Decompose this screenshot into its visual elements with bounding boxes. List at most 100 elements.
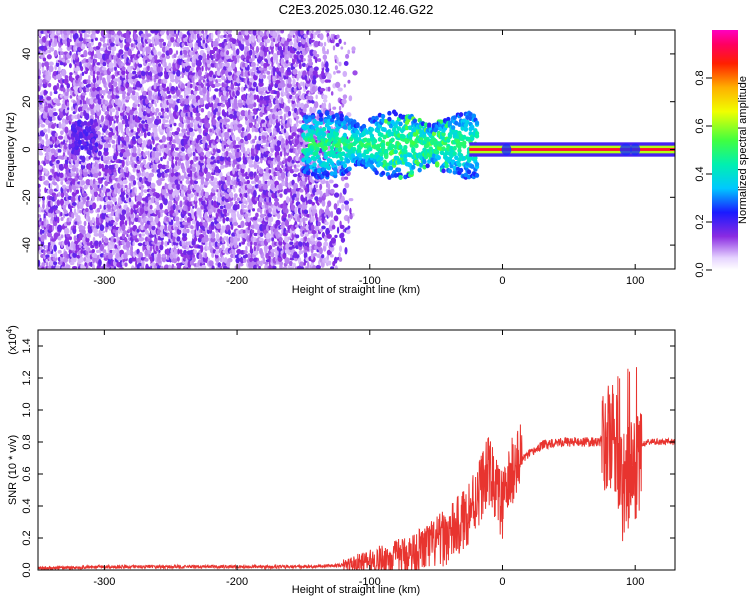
spectrogram-cell (186, 228, 190, 234)
spectrogram-cell (44, 180, 50, 186)
spectrogram-cell (250, 241, 253, 246)
spectrogram-cell (310, 216, 315, 223)
spectrogram-cell (241, 127, 245, 132)
spectrogram-cell (41, 66, 45, 73)
spectrogram-cell (226, 50, 230, 56)
spectrogram-cell (193, 249, 198, 254)
spectrogram-cell (134, 214, 139, 218)
spectrogram-cell (38, 187, 41, 194)
spectrogram-cell (215, 121, 219, 129)
spectrogram-cell (151, 188, 156, 193)
spectrogram-cell (124, 262, 128, 267)
spectrogram-cell (206, 122, 211, 129)
spectrogram-cell (285, 196, 290, 204)
spectrogram-cell (170, 219, 174, 226)
spectrogram-cell (181, 147, 185, 152)
spectrogram-cell (41, 221, 45, 226)
spectrogram-cell (58, 54, 62, 61)
spectrogram-cell (270, 41, 274, 48)
spectrogram-cell (115, 95, 120, 99)
spectrogram-cell (246, 133, 252, 141)
spectrogram-cell (121, 66, 126, 71)
spectrogram-cell (315, 94, 318, 100)
spectrogram-cell (43, 213, 46, 219)
spectrogram-cell (101, 67, 107, 71)
spectrogram-cell (289, 145, 294, 149)
spectrogram-cell (278, 233, 283, 237)
spectrogram-cell (94, 240, 99, 247)
spectrogram-cell (60, 256, 64, 262)
spectrogram-cell (304, 176, 308, 183)
spectrogram-cell (125, 95, 131, 101)
spectrogram-cell (102, 249, 107, 254)
spectrogram-cell (188, 42, 194, 48)
spectrogram-cell (257, 180, 262, 185)
spectrogram-cell (242, 204, 247, 209)
spectrogram-cell (81, 92, 87, 96)
spectrogram-cell (98, 163, 102, 170)
spectrogram-cell (72, 100, 77, 104)
spectrogram-cell (55, 98, 61, 104)
spectrogram-cell (136, 232, 139, 237)
spectrogram-cell (112, 196, 117, 203)
spectrogram-cell (46, 99, 52, 104)
spectrogram-cell (176, 256, 180, 262)
spectrogram-cell (103, 136, 109, 140)
spectrogram-cell (215, 223, 222, 230)
spectrogram-cell (143, 159, 147, 165)
spectrogram-cell (220, 103, 226, 108)
spectrogram-cell (160, 265, 164, 269)
spectrogram-cell (217, 105, 222, 113)
spectrogram-cell (208, 86, 212, 92)
spectrogram-cell (238, 127, 242, 134)
spectrogram-cell (71, 57, 74, 63)
spectrogram-cell (132, 146, 137, 154)
spectrogram-cell (120, 105, 123, 113)
spectrogram-cell (172, 203, 176, 211)
spectrogram-cell (285, 208, 289, 214)
spectrogram-cell (161, 135, 167, 143)
spectrogram-cell (96, 196, 100, 202)
spectrogram-cell (180, 83, 185, 89)
spectrogram-cell (157, 51, 162, 56)
spectrogram-cell (221, 164, 225, 169)
spectrogram-cell (87, 83, 92, 88)
spectrogram-cell (314, 101, 319, 109)
spectrogram-cell (137, 103, 141, 108)
spectrogram-cell (148, 172, 155, 178)
spectrogram-cell (105, 86, 109, 94)
spectrogram-cell (313, 204, 317, 210)
spectrogram-cell (189, 136, 194, 141)
spectrogram-cell (204, 252, 208, 259)
spectrogram-cell (174, 104, 179, 113)
spectrogram-cell (125, 240, 131, 249)
spectrogram-cell (87, 215, 91, 223)
spectrogram-cell (160, 157, 163, 162)
spectrogram-cell (289, 41, 293, 46)
spectrogram-cell (245, 171, 248, 177)
spectrogram-cell (254, 155, 260, 162)
spectrogram-cell (166, 86, 170, 91)
spectrogram-cell (295, 115, 300, 120)
spectrogram-cell (147, 127, 151, 131)
spectrogram-cell (161, 53, 166, 58)
spectrogram-cell (141, 120, 146, 124)
spectrogram-cell (117, 106, 121, 112)
spectrogram-cell (307, 187, 310, 193)
spectrogram-cell (301, 62, 306, 68)
spectrogram-cell (181, 42, 185, 47)
spectrogram-cell (227, 257, 233, 263)
spectrogram-cell (117, 187, 121, 195)
spectrogram-cell (41, 262, 46, 267)
spectrogram-cell (46, 54, 52, 60)
spectrogram-cell (189, 67, 195, 72)
spectrogram-cell (60, 212, 63, 217)
spectrogram-cell (138, 63, 143, 68)
spectrogram-cell (270, 82, 274, 88)
spectrogram-cell (99, 243, 105, 252)
spectrogram-cell (173, 41, 176, 48)
spectrogram-cell (43, 233, 47, 240)
spectrogram-cell (62, 204, 67, 209)
spectrogram-cell (200, 244, 204, 253)
spectrogram-cell (242, 164, 246, 169)
